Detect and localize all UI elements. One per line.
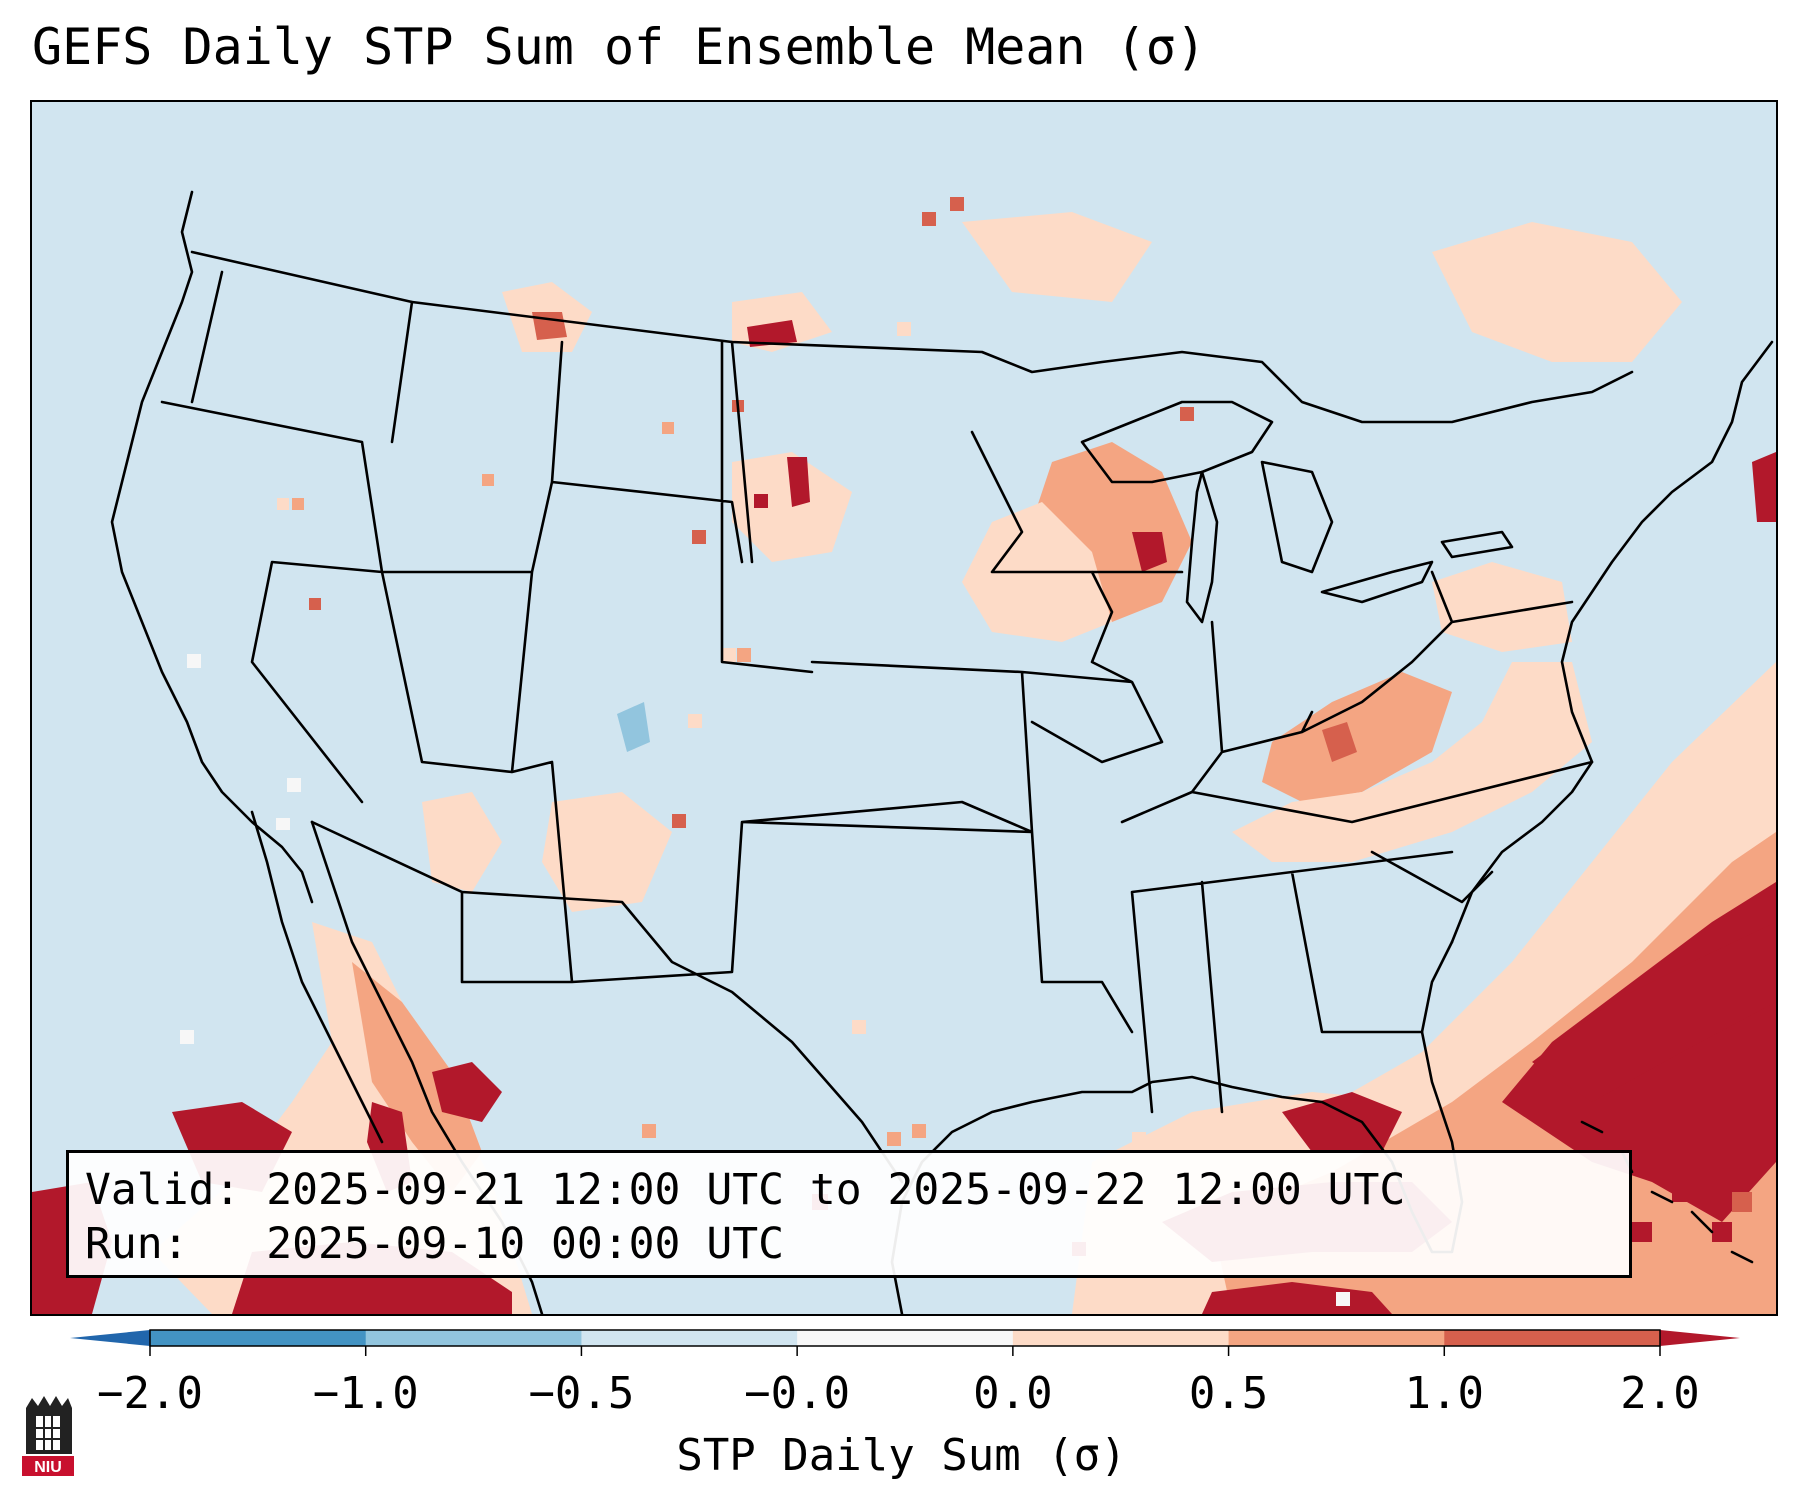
colorbar-outline — [149, 1329, 1661, 1347]
field-blob-arizona — [422, 792, 502, 892]
field-blob-sonora — [432, 1062, 502, 1122]
logo-text: NIU — [34, 1459, 62, 1476]
field-blob-wisconsin-dark — [1132, 532, 1167, 572]
field-blob-ohio-valley — [1262, 672, 1452, 802]
map-boundaries — [110, 190, 1774, 1314]
colorbar-bin — [1228, 1330, 1445, 1346]
colorbar-over-triangle — [1660, 1330, 1740, 1346]
field-blob-new-mexico — [542, 792, 672, 912]
colorbar-label: STP Daily Sum (σ) — [676, 1430, 1127, 1481]
colorbar-bin — [150, 1330, 367, 1346]
colorbar-tick-label: −1.0 — [312, 1368, 419, 1419]
colorbar-bin — [1012, 1330, 1230, 1346]
lake-michigan — [1185, 470, 1219, 624]
gulf-coastline — [890, 940, 1464, 1314]
colorbar-tick-label: 2.0 — [1620, 1368, 1700, 1419]
lake-huron — [1260, 460, 1334, 574]
colorbar-ticks — [149, 1346, 1661, 1356]
field-blob-maine-dark — [1752, 452, 1776, 522]
colorbar-tick-label: −0.0 — [744, 1368, 851, 1419]
colorbar-tick-label: −0.5 — [528, 1368, 635, 1419]
niu-logo: NIU — [22, 1396, 74, 1476]
field-blob-dakotas-dark — [787, 457, 810, 507]
colorbar-tick-label: 0.0 — [973, 1368, 1053, 1419]
colorbar-tick-label: 1.0 — [1404, 1368, 1485, 1419]
field-blob-canada-mid — [962, 212, 1152, 302]
baja-coastline — [250, 810, 384, 1144]
state-lines — [160, 270, 1594, 1114]
lake-superior — [1080, 400, 1274, 484]
field-blob-ohio-valley-dark — [1322, 722, 1357, 762]
canada-border — [190, 250, 1634, 424]
valid-time-line: Valid: 2025-09-21 12:00 UTC to 2025-09-2… — [85, 1165, 1406, 1215]
field-blob-canada-east — [1432, 222, 1682, 362]
field-blob-nd-border-dark — [747, 320, 797, 347]
colorbar-bin — [581, 1330, 798, 1346]
field-blob-ohio-valley-light — [1232, 662, 1592, 862]
colorbar-bin — [797, 1330, 1014, 1346]
colorbar-tick-label: 0.5 — [1188, 1368, 1269, 1419]
lake-ontario — [1440, 530, 1514, 559]
mexico-border — [310, 820, 904, 1184]
colorbar — [70, 1329, 1740, 1356]
map-panel[interactable] — [30, 100, 1778, 1316]
field-blob-colorado-neg — [617, 702, 650, 752]
field-blob-montana-dark — [532, 312, 567, 340]
map-canvas — [32, 102, 1776, 1314]
run-time-line: Run: 2025-09-10 00:00 UTC — [85, 1219, 784, 1269]
field-blob-dark-atlantic-2 — [1532, 922, 1776, 1102]
colorbar-bin — [1444, 1330, 1661, 1346]
field-zero-cells — [180, 654, 1350, 1306]
colorbar-tick-label: −2.0 — [97, 1368, 203, 1419]
lake-erie — [1320, 560, 1434, 604]
colorbar-under-triangle — [70, 1330, 150, 1346]
field-scatter-cells — [277, 197, 1752, 1256]
map-title: GEFS Daily STP Sum of Ensemble Mean (σ) — [32, 18, 1206, 76]
field-blob-northeast — [1432, 562, 1572, 652]
validity-info-box: Valid: 2025-09-21 12:00 UTC to 2025-09-2… — [66, 1150, 1632, 1278]
atlantic-coastline — [1450, 340, 1774, 944]
colorbar-bins — [150, 1330, 1661, 1346]
colorbar-bin — [365, 1330, 582, 1346]
